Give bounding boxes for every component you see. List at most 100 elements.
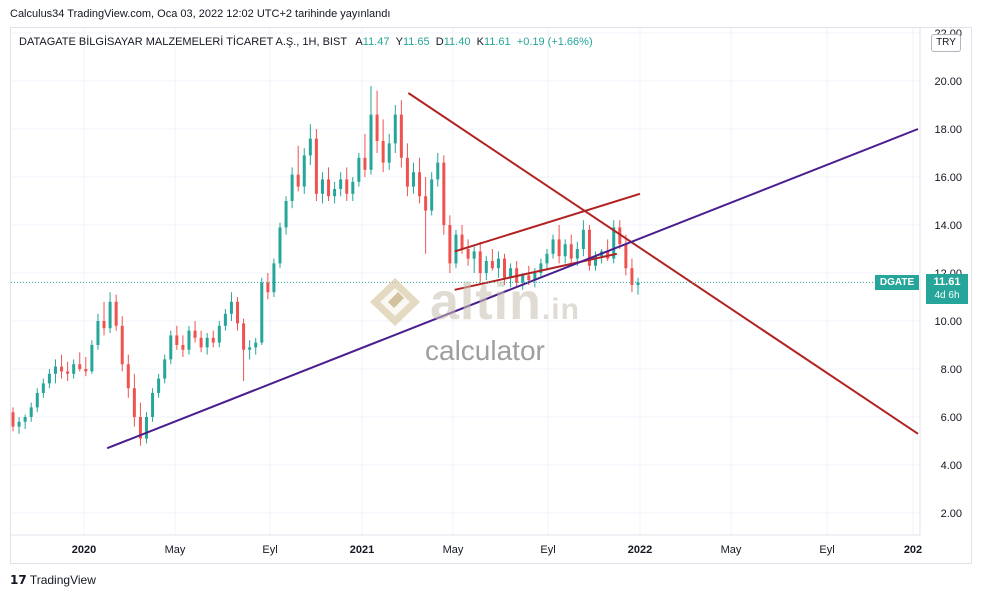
tradingview-footer[interactable]: 17 TradingView: [10, 573, 96, 587]
candle[interactable]: [314, 129, 318, 201]
candle[interactable]: [187, 325, 191, 355]
candle[interactable]: [509, 263, 513, 288]
candle[interactable]: [78, 352, 82, 372]
candle[interactable]: [539, 258, 543, 278]
candle[interactable]: [411, 162, 415, 194]
candle[interactable]: [47, 369, 51, 389]
trendline-channel-upper[interactable]: [454, 192, 641, 253]
candle[interactable]: [157, 373, 161, 398]
candle[interactable]: [126, 354, 130, 398]
candle[interactable]: [84, 357, 88, 377]
candle[interactable]: [138, 402, 142, 446]
candle[interactable]: [339, 172, 343, 197]
candle[interactable]: [17, 417, 21, 434]
candle[interactable]: [624, 234, 628, 276]
trendline-descending-resistance[interactable]: [407, 92, 919, 435]
symbol-title[interactable]: DATAGATE BİLGİSAYAR MALZEMELERİ TİCARET …: [19, 36, 347, 48]
candle[interactable]: [557, 225, 561, 264]
candle[interactable]: [418, 157, 422, 204]
candle[interactable]: [211, 330, 215, 348]
candle[interactable]: [236, 297, 240, 331]
candle[interactable]: [35, 388, 39, 413]
candle[interactable]: [521, 273, 525, 290]
candle[interactable]: [569, 234, 573, 264]
candle[interactable]: [90, 340, 94, 374]
candle[interactable]: [23, 414, 27, 429]
candle[interactable]: [387, 133, 391, 170]
candle[interactable]: [114, 294, 118, 331]
candle[interactable]: [72, 359, 76, 379]
candle[interactable]: [345, 167, 349, 201]
candle[interactable]: [260, 277, 264, 345]
candle[interactable]: [108, 292, 112, 333]
candle[interactable]: [612, 220, 616, 264]
candle[interactable]: [405, 143, 409, 197]
candle[interactable]: [205, 333, 209, 355]
candle[interactable]: [399, 100, 403, 168]
candle[interactable]: [66, 361, 70, 381]
candle[interactable]: [102, 301, 106, 336]
candle[interactable]: [333, 181, 337, 204]
candle[interactable]: [545, 249, 549, 271]
candle[interactable]: [436, 153, 440, 187]
trendline-channel-lower[interactable]: [454, 252, 618, 291]
candle[interactable]: [290, 167, 294, 209]
candle[interactable]: [587, 225, 591, 271]
candle[interactable]: [175, 325, 179, 350]
candle[interactable]: [454, 229, 458, 269]
candle[interactable]: [242, 318, 246, 381]
candle[interactable]: [442, 155, 446, 235]
candle[interactable]: [169, 330, 173, 365]
candle[interactable]: [302, 148, 306, 194]
candle[interactable]: [320, 172, 324, 204]
candle[interactable]: [217, 321, 221, 348]
candle[interactable]: [563, 239, 567, 264]
candle[interactable]: [296, 145, 300, 192]
candle[interactable]: [266, 273, 270, 300]
candle[interactable]: [466, 239, 470, 266]
candle[interactable]: [120, 316, 124, 372]
candle[interactable]: [229, 292, 233, 321]
candle[interactable]: [503, 253, 507, 285]
candle[interactable]: [484, 256, 488, 281]
candle[interactable]: [351, 177, 355, 201]
chart-frame[interactable]: [10, 27, 972, 564]
candle[interactable]: [163, 354, 167, 384]
candle[interactable]: [308, 124, 312, 165]
candle[interactable]: [11, 407, 15, 432]
candle[interactable]: [327, 167, 331, 201]
candle[interactable]: [60, 354, 64, 379]
candle[interactable]: [96, 313, 100, 350]
candle[interactable]: [223, 309, 227, 331]
candle[interactable]: [272, 258, 276, 297]
candle[interactable]: [581, 220, 585, 257]
candle[interactable]: [490, 249, 494, 271]
candle[interactable]: [284, 196, 288, 235]
candle[interactable]: [630, 258, 634, 293]
candle[interactable]: [254, 337, 258, 355]
candle[interactable]: [594, 251, 598, 271]
candle[interactable]: [496, 251, 500, 278]
candle[interactable]: [357, 153, 361, 187]
candle[interactable]: [199, 330, 203, 353]
candle[interactable]: [375, 90, 379, 153]
candle[interactable]: [636, 277, 640, 295]
candle[interactable]: [430, 172, 434, 216]
candle[interactable]: [551, 234, 555, 259]
candle[interactable]: [53, 359, 57, 384]
candle[interactable]: [278, 222, 282, 269]
candle[interactable]: [393, 105, 397, 153]
candle[interactable]: [193, 321, 197, 343]
candle[interactable]: [248, 340, 252, 360]
currency-button[interactable]: TRY: [931, 34, 961, 52]
candle[interactable]: [132, 373, 136, 427]
candle[interactable]: [181, 335, 185, 357]
candle[interactable]: [369, 85, 373, 175]
candle[interactable]: [151, 388, 155, 422]
trendline-long-term-support[interactable]: [106, 128, 919, 450]
candle[interactable]: [448, 215, 452, 273]
candle[interactable]: [424, 177, 428, 254]
candle[interactable]: [41, 378, 45, 398]
candle[interactable]: [478, 241, 482, 283]
